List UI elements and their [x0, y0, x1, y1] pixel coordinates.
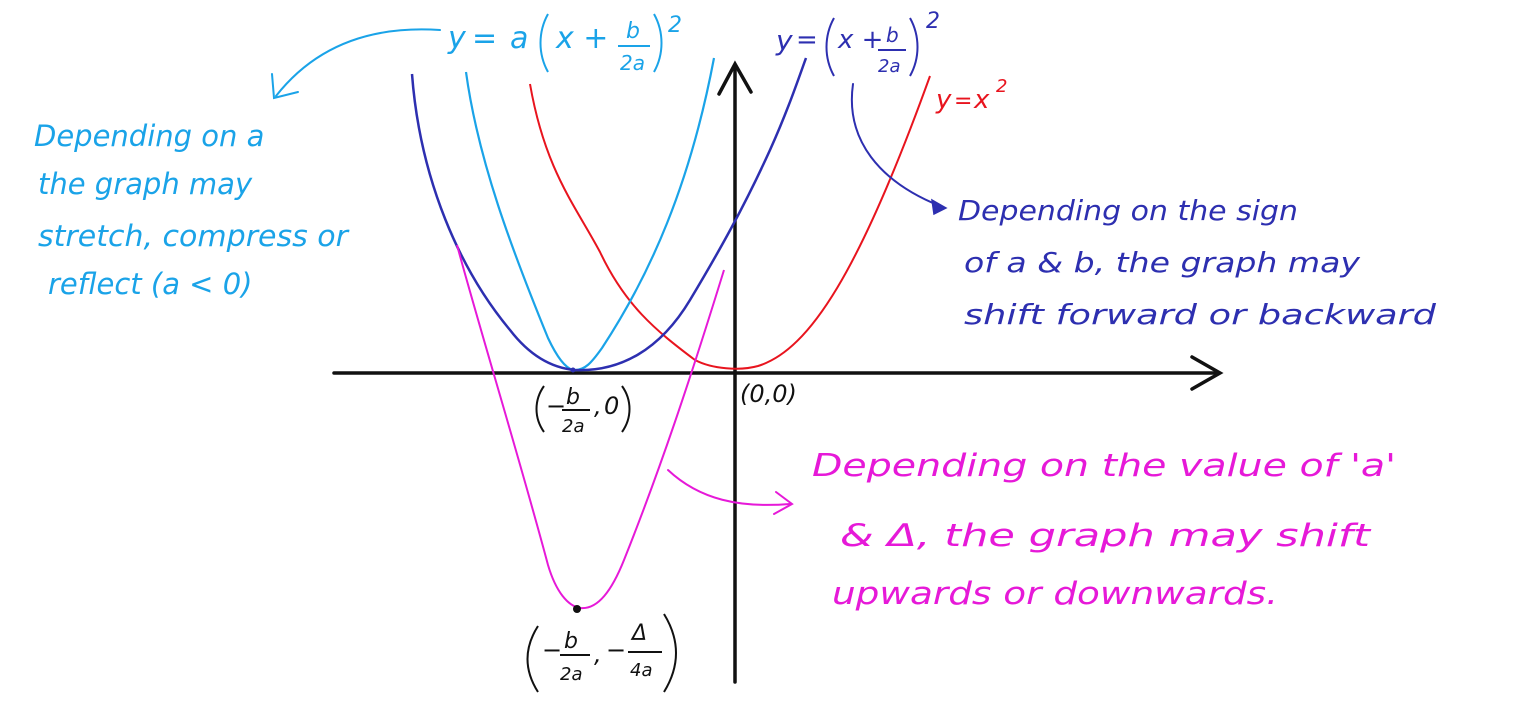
eq-cyan-left-paren: [539, 13, 549, 73]
eq-blue-x-plus: x +: [837, 25, 883, 55]
vertex-dot-x-axis: [570, 367, 576, 373]
vm-neg-sign-2: −: [606, 636, 626, 664]
vx-left-paren: [535, 385, 545, 433]
eq-cyan-frac-num: b: [626, 19, 640, 44]
vm-comma: ,: [594, 640, 602, 668]
note-magenta-line-3: upwards or downwards.: [832, 576, 1278, 612]
note-cyan-line-4: reflect (a < 0): [48, 267, 252, 301]
vm-frac-num-1: b: [564, 629, 578, 654]
eq-blue-frac-num: b: [886, 23, 899, 47]
note-magenta-line-2: & Δ, the graph may shift: [840, 518, 1373, 554]
arrow-magenta-head: [773, 491, 794, 515]
eq-blue-left-paren: [825, 17, 835, 77]
vm-frac-num-2: Δ: [630, 621, 647, 646]
eq-blue-lhs: y: [775, 24, 793, 57]
arrow-blue-head: [931, 198, 948, 216]
vx-frac-den: 2a: [562, 416, 584, 437]
arrow-cyan-head: [271, 73, 299, 100]
note-cyan: Depending on a the graph may stretch, co…: [34, 119, 350, 301]
vm-left-paren: [526, 625, 539, 693]
eq-cyan-exponent: 2: [668, 13, 682, 38]
arrow-blue-pointer: [850, 83, 941, 207]
note-cyan-line-1: Depending on a: [34, 119, 264, 153]
note-blue-line-2: of a & b, the graph may: [964, 246, 1360, 279]
equation-blue: y = x + b 2a 2: [775, 9, 940, 77]
note-blue-line-3: shift forward or backward: [964, 298, 1436, 331]
curve-magenta-shifted-down: [456, 244, 725, 610]
note-magenta-line-1: Depending on the value of 'a': [812, 448, 1396, 484]
eq-cyan-lhs: y: [447, 21, 467, 56]
eq-cyan-x-plus: x +: [555, 21, 608, 56]
note-cyan-line-2: the graph may: [38, 167, 253, 201]
vertex-x-axis-label: − b 2a , 0: [535, 385, 631, 437]
y-axis-arrowhead: [717, 60, 753, 96]
vm-neg-sign-1: −: [542, 636, 562, 664]
eq-red-exponent: 2: [996, 76, 1007, 97]
eq-red-x: x: [973, 85, 990, 115]
eq-blue-equals: =: [796, 25, 818, 55]
note-blue-line-1: Depending on the sign: [958, 194, 1298, 227]
axes: [332, 60, 1224, 684]
curve-red-y-equals-x-squared: [529, 75, 931, 370]
arrow-cyan-pointer: [275, 28, 441, 97]
eq-blue-right-paren: [909, 17, 919, 77]
eq-blue-frac-den: 2a: [878, 56, 900, 77]
eq-cyan-coefficient: a: [510, 21, 528, 56]
x-axis-arrowhead: [1190, 355, 1224, 391]
vertex-minimum-label: − b 2a , − Δ 4a: [526, 613, 677, 693]
vx-comma: ,: [594, 392, 602, 420]
origin-label: (0,0): [740, 380, 797, 408]
eq-red-equals: =: [954, 89, 972, 114]
vx-frac-num: b: [566, 385, 580, 410]
arrow-magenta-pointer: [667, 469, 791, 506]
equation-red: y = x 2: [935, 76, 1007, 115]
eq-cyan-right-paren: [653, 13, 663, 73]
eq-red-lhs: y: [935, 85, 952, 115]
vx-neg-sign: −: [546, 392, 566, 420]
note-cyan-line-3: stretch, compress or: [38, 219, 350, 253]
vx-right-paren: [621, 385, 631, 433]
vm-right-paren: [663, 613, 677, 693]
vm-frac-den-1: 2a: [560, 664, 582, 685]
eq-cyan-frac-den: 2a: [620, 51, 645, 75]
eq-cyan-equals: =: [472, 21, 497, 56]
curve-blue-shifted: [410, 57, 808, 372]
note-magenta: Depending on the value of 'a' & Δ, the g…: [812, 448, 1396, 612]
eq-blue-exponent: 2: [926, 9, 940, 34]
vertex-dot-minimum: [573, 605, 581, 613]
vm-frac-den-2: 4a: [630, 660, 652, 681]
equation-cyan: y = a x + b 2a 2: [447, 13, 682, 75]
vx-y-value: 0: [604, 392, 619, 420]
note-blue: Depending on the sign of a & b, the grap…: [958, 194, 1436, 331]
